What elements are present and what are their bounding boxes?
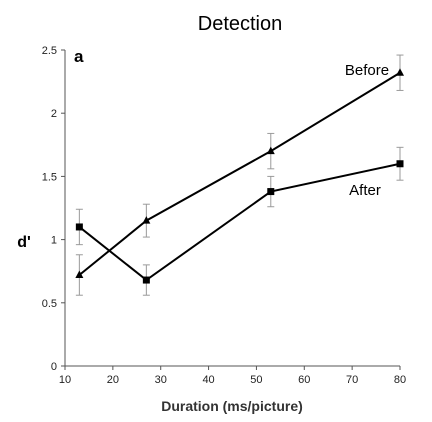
x-tick-label-0: 10	[59, 374, 71, 386]
y-tick-label-2: 1	[51, 235, 57, 247]
before-series-label: Before	[345, 62, 389, 79]
x-tick-label-2: 30	[155, 374, 167, 386]
before-point-3	[396, 68, 404, 76]
x-tick-label-5: 60	[298, 374, 310, 386]
y-tick-label-5: 2.5	[42, 45, 57, 57]
before-point-0	[75, 270, 84, 278]
after-point-1	[142, 276, 150, 284]
before-point-2	[266, 146, 275, 155]
after-series-line	[78, 162, 401, 282]
after-series-label: After	[349, 182, 381, 199]
before-point-1	[142, 216, 151, 224]
before-series-line	[78, 71, 401, 276]
y-tick-label-1: 0.5	[42, 298, 57, 310]
x-tick-label-7: 80	[394, 374, 406, 386]
chart-title: Detection	[198, 13, 283, 35]
y-tick-label-0: 0	[51, 361, 57, 373]
x-tick-label-1: 20	[107, 374, 119, 386]
y-axis-title: d'	[17, 234, 31, 251]
x-tick-label-4: 50	[250, 374, 262, 386]
panel-label: a	[74, 47, 84, 66]
x-tick-label-3: 40	[202, 374, 214, 386]
x-tick-label-6: 70	[346, 374, 358, 386]
after-point-3	[396, 160, 404, 168]
after-point-2	[267, 188, 275, 196]
x-axis-title: Duration (ms/picture)	[161, 398, 303, 414]
y-tick-label-3: 1.5	[42, 171, 57, 183]
plot-area: 0 0.5 1 1.5 2 2.5 10 20 30 40 50 60 70 80 Before After	[42, 45, 406, 386]
y-tick-label-4: 2	[51, 108, 57, 120]
after-point-0	[75, 223, 83, 231]
